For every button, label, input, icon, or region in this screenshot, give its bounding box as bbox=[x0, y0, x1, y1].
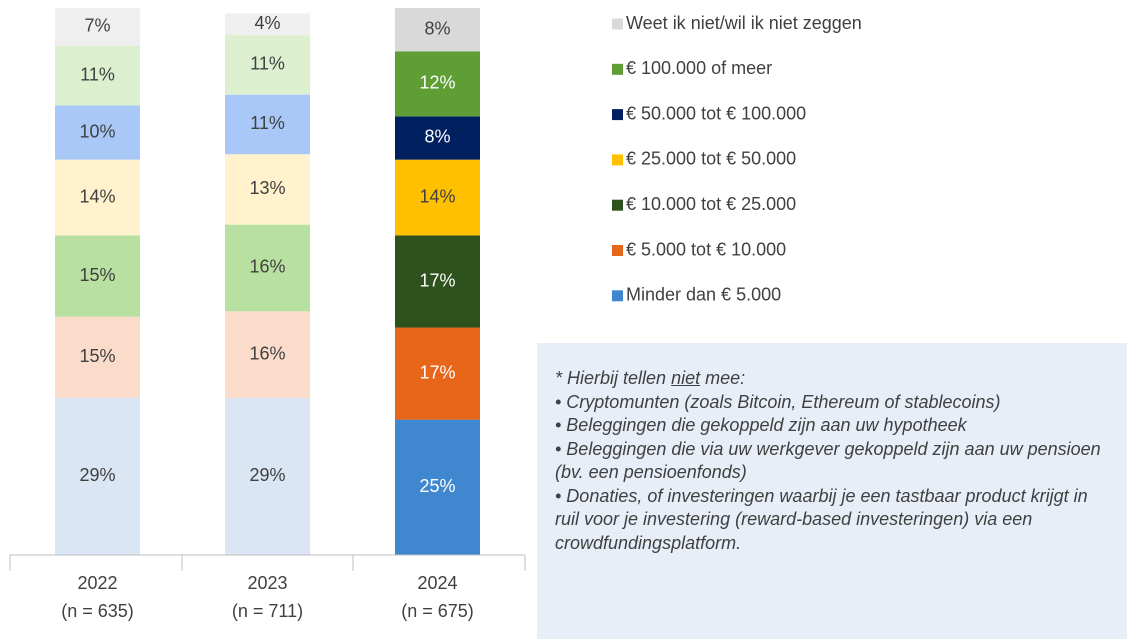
legend-swatch bbox=[612, 290, 623, 302]
value-label: 8% bbox=[424, 18, 450, 38]
bar-segment bbox=[225, 311, 310, 398]
legend-swatch bbox=[612, 109, 623, 121]
bar-segment bbox=[225, 94, 310, 155]
value-label: 17% bbox=[419, 362, 455, 382]
legend-swatch bbox=[612, 63, 623, 75]
x-tick-label: 2022 bbox=[77, 573, 117, 593]
legend-label: € 25.000 tot € 50.000 bbox=[626, 149, 796, 169]
value-label: 17% bbox=[419, 270, 455, 290]
x-tick-sublabel: (n = 635) bbox=[61, 601, 134, 621]
legend-swatch bbox=[612, 245, 623, 256]
x-tick-sublabel: (n = 711) bbox=[232, 601, 303, 621]
bar-segment bbox=[225, 397, 310, 555]
legend-label: € 50.000 tot € 100.000 bbox=[626, 103, 806, 123]
legend-swatch bbox=[612, 199, 623, 211]
bar-segment bbox=[55, 235, 140, 317]
bar-segment bbox=[225, 224, 310, 312]
bar-segment bbox=[225, 154, 310, 225]
x-tick-label: 2024 bbox=[417, 573, 457, 593]
x-tick-label: 2023 bbox=[247, 573, 287, 593]
note-text: * Hierbij tellen bbox=[555, 368, 672, 388]
value-label: 14% bbox=[79, 186, 115, 206]
bar-segment bbox=[395, 116, 480, 160]
bar-segment bbox=[225, 13, 310, 36]
note-item: • Beleggingen die via uw werkgever gekop… bbox=[555, 438, 1101, 483]
bar-segment bbox=[395, 51, 480, 117]
bar-segment bbox=[395, 327, 480, 420]
bar-segment bbox=[225, 35, 310, 95]
legend-swatch bbox=[612, 154, 623, 166]
bar-segment bbox=[55, 45, 140, 106]
legend-label: Minder dan € 5.000 bbox=[626, 285, 781, 305]
note-item: • Donaties, of investeringen waarbij je … bbox=[555, 485, 1088, 553]
value-label: 8% bbox=[424, 127, 450, 147]
value-label: 13% bbox=[249, 178, 285, 198]
note-box: * Hierbij tellen niet mee: • Cryptomunte… bbox=[537, 343, 1127, 639]
value-label: 16% bbox=[249, 257, 285, 277]
value-label: 4% bbox=[254, 13, 280, 33]
value-label: 11% bbox=[250, 113, 285, 133]
value-label: 14% bbox=[419, 186, 455, 206]
bar-segment bbox=[55, 105, 140, 160]
bar-segment bbox=[395, 159, 480, 236]
bar-segment bbox=[395, 8, 480, 52]
legend-label: Weet ik niet/wil ik niet zeggen bbox=[626, 13, 862, 33]
value-label: 10% bbox=[79, 121, 115, 141]
bar-segment bbox=[55, 397, 140, 555]
value-label: 15% bbox=[79, 346, 115, 366]
legend-swatch bbox=[612, 18, 623, 30]
bar-segment bbox=[395, 235, 480, 328]
value-label: 7% bbox=[84, 16, 110, 36]
note-item: • Cryptomunten (zoals Bitcoin, Ethereum … bbox=[555, 391, 1001, 412]
x-tick-sublabel: (n = 675) bbox=[401, 601, 474, 621]
note-title: * Hierbij tellen niet mee: bbox=[555, 367, 1109, 391]
legend-label: € 5.000 tot € 10.000 bbox=[626, 239, 786, 259]
bar-segment bbox=[395, 419, 480, 555]
legend-label: € 100.000 of meer bbox=[626, 58, 772, 78]
bar-segment bbox=[55, 159, 140, 236]
value-label: 15% bbox=[79, 265, 115, 285]
value-label: 29% bbox=[249, 465, 285, 485]
value-label: 12% bbox=[419, 73, 455, 93]
legend-label: € 10.000 tot € 25.000 bbox=[626, 194, 796, 214]
value-label: 25% bbox=[419, 476, 455, 496]
value-label: 29% bbox=[79, 465, 115, 485]
bar-segment bbox=[55, 8, 140, 46]
value-label: 11% bbox=[250, 54, 285, 74]
value-label: 16% bbox=[249, 343, 285, 363]
bar-segment bbox=[55, 316, 140, 398]
note-item: • Beleggingen die gekoppeld zijn aan uw … bbox=[555, 415, 967, 435]
note-text: mee: bbox=[700, 368, 746, 388]
value-label: 11% bbox=[80, 64, 115, 84]
note-emphasis: niet bbox=[671, 368, 701, 388]
